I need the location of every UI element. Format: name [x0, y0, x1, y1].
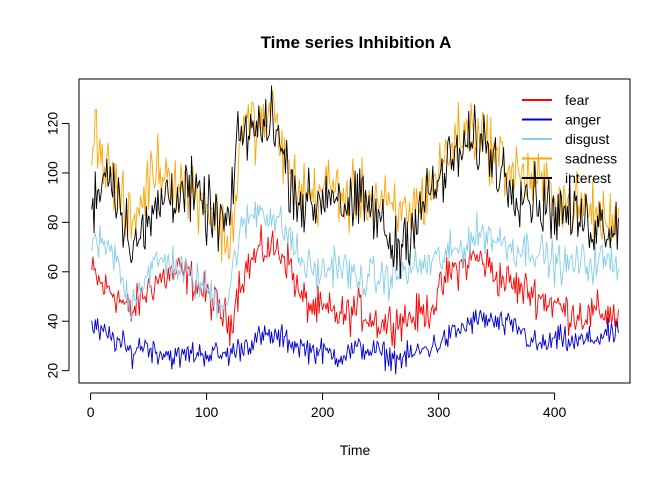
x-tick-label: 300: [427, 404, 451, 420]
plot-area: [91, 85, 619, 375]
x-tick-label: 400: [543, 404, 567, 420]
y-axis: 20 40 60 80 100 120: [45, 112, 70, 379]
series-line-disgust: [91, 201, 619, 320]
y-tick-label: 100: [45, 161, 61, 185]
x-tick-label: 0: [87, 404, 95, 420]
series-line-interest: [91, 85, 619, 279]
y-tick-label: 80: [45, 214, 61, 230]
plot-frame: [78, 78, 631, 384]
series-line-anger: [91, 309, 619, 375]
x-tick-label: 200: [311, 404, 335, 420]
legend-label-fear: fear: [565, 92, 589, 108]
x-tick-label: 100: [195, 404, 219, 420]
series-line-fear: [91, 224, 619, 349]
chart-title: Time series Inhibition A: [261, 33, 452, 52]
legend-label-anger: anger: [565, 112, 601, 128]
legend-label-interest: interest: [565, 170, 611, 186]
x-axis-label: Time: [340, 442, 371, 458]
legend-label-sadness: sadness: [565, 151, 617, 167]
y-tick-label: 120: [45, 112, 61, 136]
y-tick-label: 40: [45, 313, 61, 329]
x-axis: 0 100 200 300 400: [87, 392, 567, 420]
y-tick-label: 60: [45, 264, 61, 280]
legend: fear anger disgust sadness interest: [522, 92, 617, 186]
series-line-sadness: [91, 91, 619, 262]
y-tick-label: 20: [45, 363, 61, 379]
legend-label-disgust: disgust: [565, 131, 609, 147]
